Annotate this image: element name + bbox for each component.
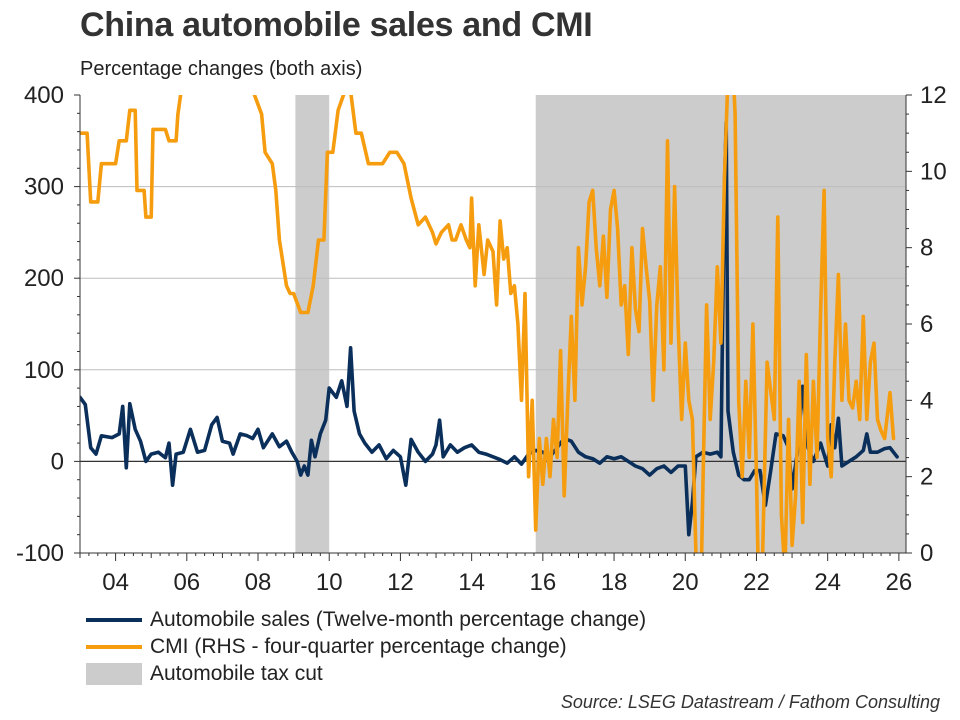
legend-item-tax-cut: Automobile tax cut bbox=[86, 660, 646, 687]
x-tick-label: 22 bbox=[743, 569, 770, 596]
chart-subtitle: Percentage changes (both axis) bbox=[80, 58, 363, 80]
left-tick-label: 400 bbox=[24, 82, 64, 109]
x-tick-label: 14 bbox=[458, 569, 485, 596]
right-tick-label: 4 bbox=[920, 387, 933, 414]
chart-title: China automobile sales and CMI bbox=[80, 6, 593, 44]
x-tick-label: 04 bbox=[102, 569, 129, 596]
left-tick-label: 200 bbox=[24, 265, 64, 292]
legend-label-sales: Automobile sales (Twelve-month percentag… bbox=[150, 607, 647, 631]
legend-label-tax-cut: Automobile tax cut bbox=[150, 661, 323, 685]
shaded-periods bbox=[295, 95, 906, 553]
legend-swatch-cmi bbox=[86, 644, 142, 649]
x-tick-label: 16 bbox=[529, 569, 556, 596]
legend-item-cmi: CMI (RHS - four-quarter percentage chang… bbox=[86, 633, 646, 660]
right-tick-label: 8 bbox=[920, 235, 933, 262]
legend-item-sales: Automobile sales (Twelve-month percentag… bbox=[86, 606, 646, 633]
right-tick-label: 10 bbox=[920, 158, 947, 185]
legend: Automobile sales (Twelve-month percentag… bbox=[86, 606, 646, 687]
x-tick-label: 06 bbox=[173, 569, 200, 596]
series-line-cmi bbox=[80, 95, 896, 553]
x-tick-label: 12 bbox=[387, 569, 414, 596]
left-tick-label: -100 bbox=[16, 540, 64, 567]
right-tick-label: 12 bbox=[920, 82, 947, 109]
legend-swatch-sales bbox=[86, 617, 142, 622]
x-tick-label: 18 bbox=[601, 569, 628, 596]
right-tick-label: 6 bbox=[920, 311, 933, 338]
series-line-sales bbox=[80, 120, 899, 537]
left-tick-label: 300 bbox=[24, 174, 64, 201]
source-note: Source: LSEG Datastream / Fathom Consult… bbox=[560, 692, 940, 712]
axes bbox=[74, 94, 912, 561]
x-tick-label: 10 bbox=[316, 569, 343, 596]
right-tick-label: 0 bbox=[920, 540, 933, 567]
x-tick-label: 24 bbox=[814, 569, 841, 596]
x-tick-label: 26 bbox=[886, 569, 913, 596]
shaded-period-0 bbox=[295, 95, 330, 553]
x-tick-label: 08 bbox=[245, 569, 272, 596]
legend-swatch-tax-cut bbox=[86, 662, 142, 685]
left-tick-label: 0 bbox=[51, 448, 64, 475]
series-lines bbox=[80, 95, 899, 553]
legend-label-cmi: CMI (RHS - four-quarter percentage chang… bbox=[150, 634, 567, 658]
right-tick-label: 2 bbox=[920, 464, 933, 491]
x-tick-label: 20 bbox=[672, 569, 699, 596]
left-tick-label: 100 bbox=[24, 357, 64, 384]
